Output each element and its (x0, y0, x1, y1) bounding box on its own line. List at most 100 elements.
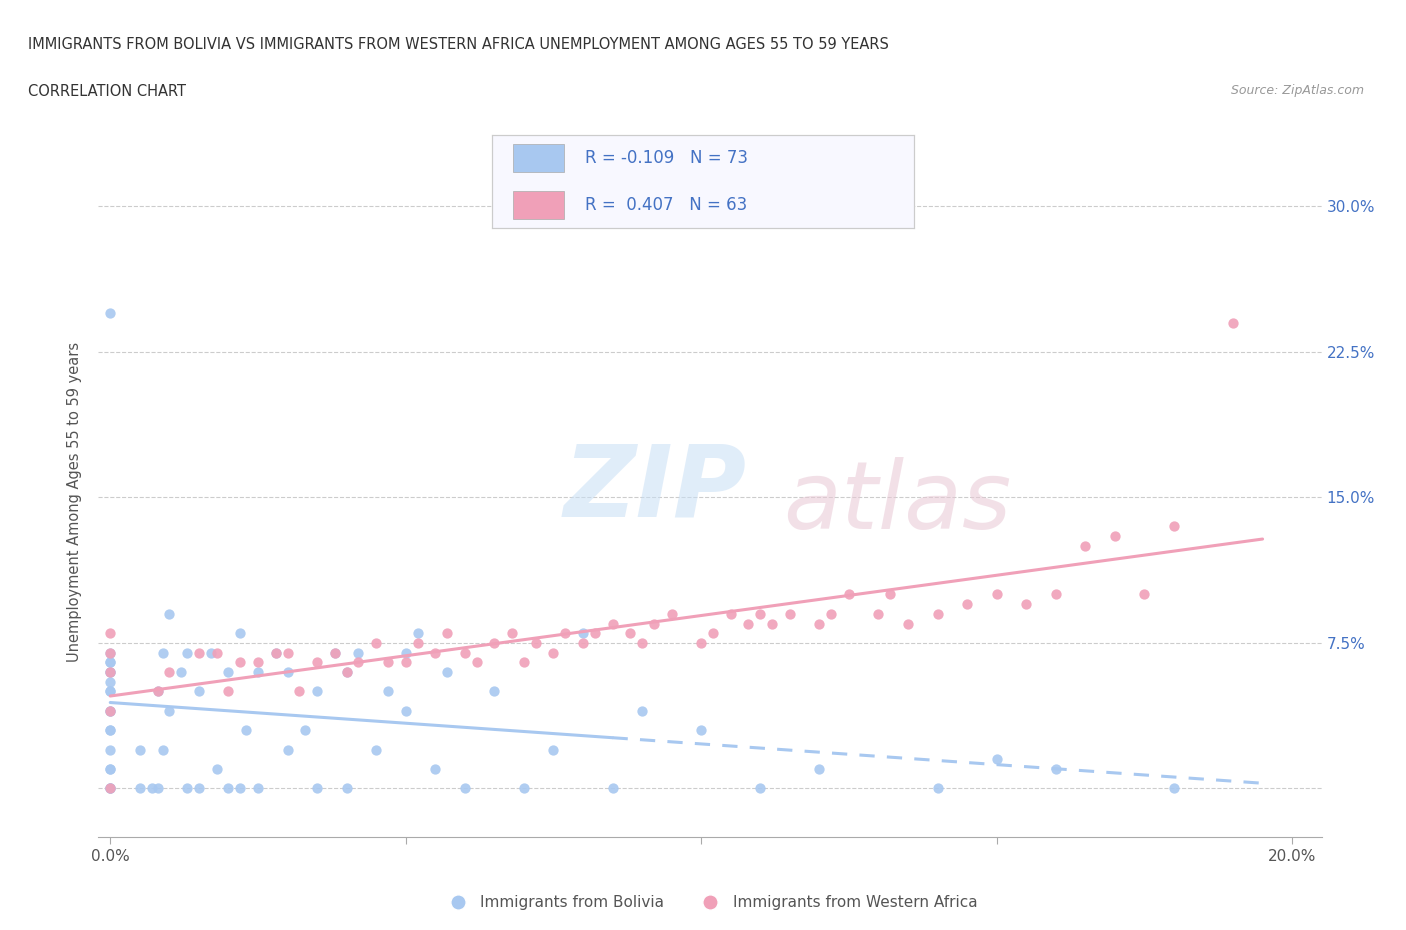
Point (897, 616, 920, 631)
Point (176, 645, 198, 660)
Point (406, 635, 429, 650)
Point (454, 645, 477, 660)
Point (737, 616, 759, 631)
Point (927, 606, 949, 621)
Point (436, 626, 458, 641)
Point (98, 684, 121, 698)
Point (1015, 597, 1038, 612)
Point (406, 626, 429, 641)
Point (583, 626, 606, 641)
Text: R =  0.407   N = 63: R = 0.407 N = 63 (585, 195, 747, 214)
Point (868, 606, 890, 621)
Point (307, 684, 329, 698)
Point (152, 742, 174, 757)
Point (229, 655, 252, 670)
Text: CORRELATION CHART: CORRELATION CHART (28, 84, 186, 99)
Point (98, 645, 121, 660)
Point (98, 781, 121, 796)
Point (501, 626, 523, 641)
Point (217, 684, 239, 698)
Point (98, 655, 121, 670)
Point (336, 781, 359, 796)
Point (141, 781, 163, 796)
Point (229, 781, 252, 796)
Point (779, 606, 801, 621)
Point (98, 665, 121, 680)
Point (631, 703, 654, 718)
Point (323, 645, 346, 660)
Point (98, 626, 121, 641)
Point (366, 635, 388, 650)
Point (956, 597, 979, 612)
Point (702, 626, 724, 641)
Point (643, 616, 665, 631)
Point (879, 587, 901, 602)
Text: IMMIGRANTS FROM BOLIVIA VS IMMIGRANTS FROM WESTERN AFRICA UNEMPLOYMENT AMONG AGE: IMMIGRANTS FROM BOLIVIA VS IMMIGRANTS FR… (28, 37, 889, 52)
Point (276, 645, 298, 660)
Point (146, 684, 169, 698)
Point (808, 762, 831, 777)
Point (152, 645, 174, 660)
Point (838, 587, 860, 602)
Point (1163, 519, 1185, 534)
Point (200, 645, 222, 660)
Point (543, 742, 565, 757)
Point (146, 781, 169, 796)
Point (294, 723, 316, 737)
Point (749, 781, 772, 796)
Point (235, 723, 257, 737)
Point (98, 781, 121, 796)
Point (336, 665, 359, 680)
Point (1163, 781, 1185, 796)
Point (619, 626, 641, 641)
Point (986, 587, 1008, 602)
Point (146, 684, 169, 698)
Point (217, 665, 239, 680)
Point (436, 665, 458, 680)
Point (572, 626, 595, 641)
Point (246, 781, 269, 796)
Point (484, 635, 506, 650)
Point (205, 762, 228, 777)
Point (986, 752, 1008, 767)
Point (820, 606, 842, 621)
Point (377, 655, 399, 670)
Point (720, 606, 742, 621)
Point (690, 635, 713, 650)
Point (98, 762, 121, 777)
Point (513, 781, 536, 796)
Point (205, 645, 228, 660)
Point (761, 616, 783, 631)
Point (157, 606, 180, 621)
Point (128, 742, 150, 757)
Point (425, 645, 447, 660)
Point (602, 616, 624, 631)
Point (661, 606, 683, 621)
Point (1133, 587, 1156, 602)
Point (690, 723, 713, 737)
Point (98, 781, 121, 796)
Point (1222, 315, 1244, 330)
Point (395, 645, 418, 660)
Text: ZIP: ZIP (564, 440, 747, 538)
Point (229, 626, 252, 641)
Point (187, 645, 209, 660)
Point (307, 655, 329, 670)
Point (176, 781, 198, 796)
Point (602, 781, 624, 796)
Point (377, 684, 399, 698)
Bar (513, 191, 564, 219)
Point (336, 665, 359, 680)
Point (187, 781, 209, 796)
Point (425, 762, 447, 777)
Point (264, 645, 287, 660)
Point (1104, 529, 1126, 544)
Point (157, 703, 180, 718)
Point (170, 665, 193, 680)
Point (98, 723, 121, 737)
Point (157, 665, 180, 680)
Point (454, 781, 477, 796)
Point (98, 655, 121, 670)
Point (246, 665, 269, 680)
Point (98, 665, 121, 680)
